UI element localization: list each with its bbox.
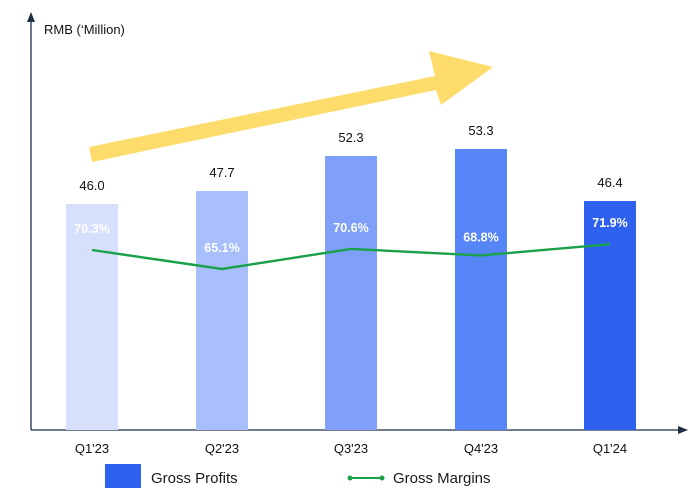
bar-2 xyxy=(325,156,377,430)
legend-line-marker-right xyxy=(379,475,385,481)
bar-0 xyxy=(66,204,118,430)
bar-value-label-4: 46.4 xyxy=(597,175,622,190)
legend-line-label: Gross Margins xyxy=(393,470,491,487)
legend-line-marker-left xyxy=(347,475,353,481)
x-axis-arrowhead xyxy=(678,426,688,434)
bar-value-label-0: 46.0 xyxy=(79,178,104,193)
x-tick-label-2: Q3'23 xyxy=(334,441,368,456)
y-axis-title: RMB (‘Million) xyxy=(44,22,125,37)
bar-value-label-1: 47.7 xyxy=(209,165,234,180)
x-tick-label-3: Q4'23 xyxy=(464,441,498,456)
x-tick-label-1: Q2'23 xyxy=(205,441,239,456)
margin-value-label-4: 71.9% xyxy=(592,216,627,230)
x-tick-label-0: Q1'23 xyxy=(75,441,109,456)
bar-value-label-2: 52.3 xyxy=(338,130,363,145)
bar-value-label-3: 53.3 xyxy=(468,123,493,138)
margin-value-label-0: 70.3% xyxy=(74,222,109,236)
legend-bar-label: Gross Profits xyxy=(151,470,238,487)
y-axis-arrowhead xyxy=(27,12,35,22)
x-tick-label-4: Q1'24 xyxy=(593,441,627,456)
trend-arrow xyxy=(89,51,493,162)
legend-bar-swatch xyxy=(105,464,141,488)
bar-4 xyxy=(584,201,636,430)
bar-1 xyxy=(196,191,248,430)
margin-value-label-2: 70.6% xyxy=(333,221,368,235)
margin-value-label-1: 65.1% xyxy=(204,241,239,255)
margin-value-label-3: 68.8% xyxy=(463,230,498,244)
gross-margin-line xyxy=(91,242,611,271)
bar-3 xyxy=(455,149,507,430)
